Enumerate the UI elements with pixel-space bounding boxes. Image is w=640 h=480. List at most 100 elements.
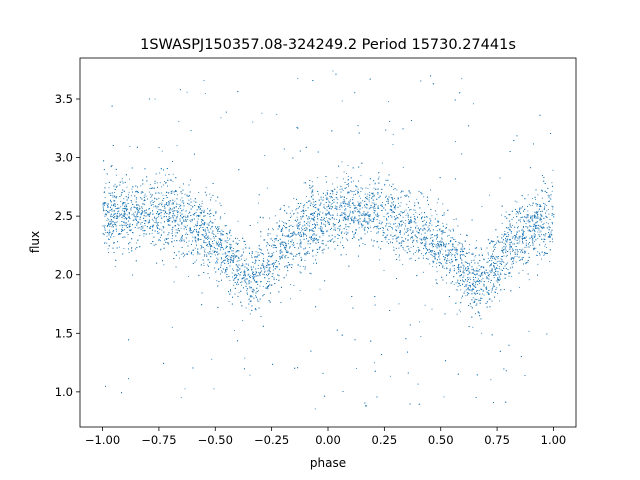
data-point <box>402 166 404 168</box>
data-point <box>318 248 320 250</box>
data-point <box>526 246 528 248</box>
data-point <box>398 247 400 249</box>
data-point <box>436 213 438 215</box>
data-point <box>339 208 341 210</box>
data-point <box>123 218 125 220</box>
data-point <box>185 234 187 236</box>
data-point <box>227 261 229 262</box>
data-point <box>216 280 218 282</box>
data-point <box>267 264 269 266</box>
data-point <box>345 217 347 219</box>
data-point <box>480 247 482 249</box>
data-point <box>314 223 315 225</box>
data-point <box>108 187 110 189</box>
data-point <box>245 283 247 285</box>
data-point <box>455 289 457 291</box>
data-point <box>460 233 462 235</box>
data-point <box>183 202 185 204</box>
data-point <box>129 146 131 147</box>
data-point <box>409 229 411 231</box>
data-point <box>186 241 187 243</box>
data-point <box>483 294 485 296</box>
data-point <box>406 246 408 248</box>
data-point <box>299 265 301 267</box>
data-point <box>116 230 117 232</box>
data-point <box>211 246 213 247</box>
data-point <box>362 243 364 244</box>
data-point <box>208 214 210 215</box>
data-point <box>130 228 132 230</box>
data-point <box>408 234 409 236</box>
data-point <box>190 198 192 200</box>
data-point <box>173 281 175 283</box>
data-point <box>192 236 194 238</box>
data-point <box>197 218 199 220</box>
data-point <box>522 270 524 271</box>
data-point <box>248 273 250 275</box>
data-point <box>432 266 434 268</box>
data-point <box>437 283 438 285</box>
data-point <box>159 182 161 184</box>
data-point <box>344 232 346 234</box>
data-point <box>194 239 196 241</box>
data-point <box>407 219 409 220</box>
data-point <box>549 261 551 262</box>
data-point <box>471 260 473 262</box>
data-point <box>330 190 332 192</box>
data-point <box>131 188 133 190</box>
data-point <box>308 240 310 242</box>
data-point <box>345 238 347 240</box>
data-point <box>418 232 420 234</box>
data-point <box>227 255 229 257</box>
data-point <box>532 230 534 232</box>
data-point <box>463 275 465 277</box>
data-point <box>238 256 240 258</box>
data-point <box>395 206 397 208</box>
data-point <box>404 223 406 225</box>
data-point <box>254 308 256 309</box>
data-point <box>105 232 107 234</box>
data-point <box>332 191 334 193</box>
data-point <box>204 242 206 244</box>
data-point <box>280 246 282 247</box>
data-point <box>152 220 154 222</box>
data-point <box>144 193 146 195</box>
data-point <box>128 191 130 193</box>
data-point <box>239 259 241 261</box>
data-point <box>126 214 128 216</box>
data-point <box>193 226 195 228</box>
data-point <box>436 271 438 273</box>
data-point <box>547 194 549 196</box>
data-point <box>104 229 106 231</box>
data-point <box>121 192 122 194</box>
data-point <box>550 233 552 235</box>
data-point <box>272 228 273 230</box>
data-point <box>309 247 311 248</box>
data-point <box>497 293 499 295</box>
data-point <box>346 229 348 230</box>
data-point <box>446 223 448 225</box>
data-point <box>194 237 196 239</box>
data-point <box>273 241 275 243</box>
data-point <box>226 255 228 256</box>
data-point <box>233 269 235 271</box>
data-point <box>485 271 487 273</box>
data-point <box>263 258 265 260</box>
data-point <box>551 222 553 224</box>
data-point <box>209 277 210 279</box>
data-point <box>164 181 165 182</box>
data-point <box>251 276 253 277</box>
data-point <box>249 275 251 277</box>
data-point <box>481 206 483 208</box>
data-point <box>536 211 538 212</box>
data-point <box>207 246 209 248</box>
data-point <box>312 204 314 206</box>
data-point <box>338 225 340 227</box>
data-point <box>437 233 438 235</box>
data-point <box>152 213 154 215</box>
data-point <box>473 103 474 105</box>
data-point <box>288 226 290 227</box>
data-point <box>399 259 401 261</box>
data-point <box>513 259 515 261</box>
data-point <box>522 241 524 242</box>
